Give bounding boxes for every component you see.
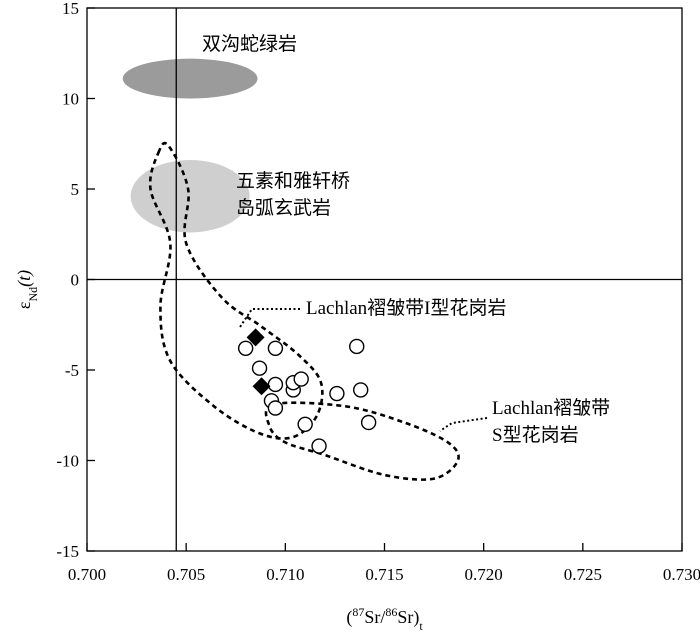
y-tick-label-6: -15 (56, 542, 79, 561)
region-ellipse-1 (130, 160, 250, 233)
x-label-sup2: 86 (385, 605, 397, 619)
x-axis-label: (87Sr/86Sr)t (346, 605, 423, 633)
x-tick-label-3: 0.715 (365, 565, 403, 584)
outlines-layer (148, 141, 460, 481)
x-tick-label-5: 0.725 (564, 565, 602, 584)
axis-ticks: 0.700 0.705 0.710 0.715 0.720 0.725 0.730 15 10 5… (56, 0, 700, 584)
label-lachlan-s-type-line1: Lachlan褶皱带 (492, 397, 610, 419)
x-tick-label-6: 0.730 (663, 565, 700, 584)
data-point-circle-2 (267, 340, 284, 356)
x-label-mid: Sr/ (364, 607, 385, 627)
data-point-diamond-0 (246, 328, 265, 347)
label-arc-basalt-line2: 岛弧玄武岩 (236, 197, 331, 219)
data-point-circle-12 (349, 338, 365, 355)
data-point-circle-10 (311, 438, 327, 454)
data-point-circle-3 (267, 376, 284, 393)
data-points (237, 328, 377, 454)
label-arc-basalt-line1: 五素和雅轩桥 (236, 170, 350, 192)
label-lachlan-i-type: Lachlan褶皱带I型花岗岩 (306, 297, 507, 319)
data-point-circle-0 (237, 340, 254, 356)
label-lachlan-s-type-line2: S型花岗岩 (492, 424, 579, 446)
x-tick-label-2: 0.710 (266, 565, 304, 584)
x-label-end: Sr) (397, 607, 419, 628)
data-point-circle-9 (297, 416, 313, 432)
data-point-circle-8 (293, 371, 309, 387)
y-tick-label-2: 5 (71, 180, 80, 199)
y-label-sub: Nd (26, 287, 40, 302)
x-label-prefix: ( (346, 607, 352, 628)
data-point-circle-1 (251, 360, 268, 376)
data-point-circle-5 (267, 400, 284, 416)
y-tick-label-3: 0 (71, 271, 80, 290)
outline-field-1 (264, 401, 460, 481)
x-tick-label-1: 0.705 (167, 565, 205, 584)
y-tick-label-1: 10 (62, 90, 79, 109)
data-point-diamond-1 (252, 377, 271, 396)
y-label-paren: (t) (14, 270, 35, 287)
y-axis-label: εNd(t) (14, 270, 40, 309)
data-point-circle-13 (353, 382, 369, 398)
region-ellipse-0 (122, 58, 258, 99)
data-point-circle-14 (360, 414, 377, 431)
y-tick-label-4: -5 (65, 361, 79, 380)
label-shuanggou-ophiolite: 双沟蛇绿岩 (202, 33, 297, 55)
data-point-circle-11 (329, 385, 345, 402)
x-tick-label-4: 0.720 (465, 565, 503, 584)
y-label-main: ε (14, 301, 34, 309)
reference-lines (87, 8, 682, 551)
leader-s-type (439, 417, 488, 432)
x-tick-label-0: 0.700 (68, 565, 106, 584)
y-tick-label-5: -10 (56, 452, 79, 471)
x-label-sub: t (419, 619, 423, 633)
x-label-sup1: 87 (352, 605, 364, 619)
y-tick-label-0: 15 (62, 0, 79, 18)
